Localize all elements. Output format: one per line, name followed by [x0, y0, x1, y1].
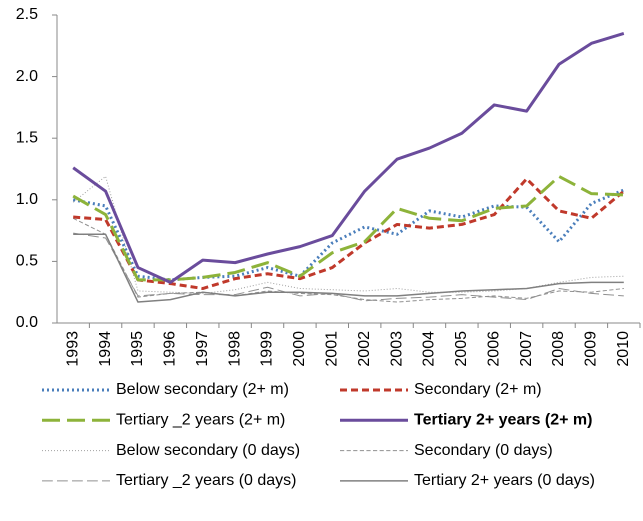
x-tick-label: 2008: [550, 331, 567, 367]
x-tick-label: 2000: [291, 331, 308, 367]
legend-label: Below secondary (0 days): [116, 442, 300, 459]
legend-label: Tertiary _2 years (2+ m): [116, 412, 285, 429]
y-tick-label: 2.5: [16, 6, 38, 23]
x-tick-label: 2009: [583, 331, 600, 367]
x-tick-label: 1997: [194, 331, 211, 367]
series-line: [72, 32, 625, 284]
legend-label: Tertiary 2+ years (2+ m): [414, 412, 592, 429]
x-tick-label: 1993: [64, 331, 81, 367]
series-line: [73, 233, 624, 303]
y-tick-label: 1.0: [16, 191, 38, 208]
x-tick-label: 1994: [97, 331, 114, 367]
x-tick-label: 2004: [421, 331, 438, 367]
legend-label: Tertiary _2 years (0 days): [116, 472, 297, 489]
x-tick-label: 1999: [259, 331, 276, 367]
x-tick-label: 1996: [162, 331, 179, 367]
y-tick-label: 1.5: [16, 129, 38, 146]
series-line: [72, 188, 625, 282]
legend-label: Secondary (2+ m): [414, 381, 542, 398]
series-line: [72, 175, 624, 294]
y-tick-label: 0.5: [16, 253, 38, 270]
x-tick-label: 2005: [453, 331, 470, 367]
x-tick-label: 2010: [615, 331, 632, 367]
x-tick-label: 2002: [356, 331, 373, 367]
x-tick-label: 2003: [388, 331, 405, 367]
y-tick-label: 0.0: [16, 314, 38, 331]
series-line: [73, 232, 624, 302]
x-tick-label: 2007: [518, 331, 535, 367]
x-tick-label: 1998: [226, 331, 243, 367]
series-line: [72, 217, 624, 303]
series-line: [73, 177, 625, 291]
legend-label: Secondary (0 days): [414, 442, 553, 459]
x-tick-label: 2001: [324, 331, 341, 367]
legend-label: Tertiary 2+ years (0 days): [414, 472, 595, 489]
y-tick-label: 2.0: [16, 68, 38, 85]
legend-label: Below secondary (2+ m): [116, 381, 289, 398]
x-tick-label: 1995: [129, 331, 146, 367]
series-line: [72, 174, 624, 282]
x-tick-label: 2006: [485, 331, 502, 367]
